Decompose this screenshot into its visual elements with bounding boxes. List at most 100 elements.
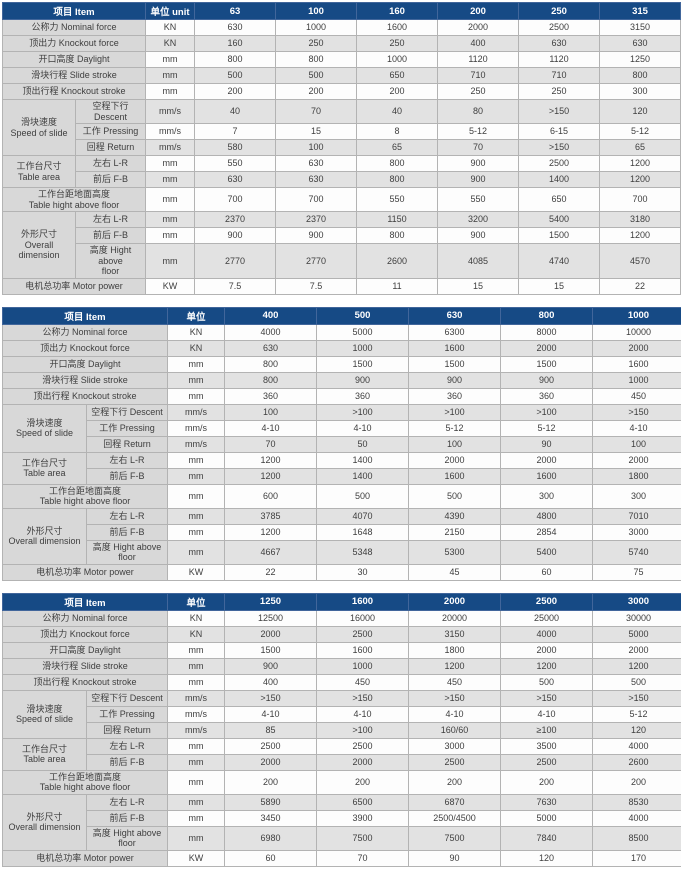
- row-label-cell: 前后 F-B: [87, 754, 168, 770]
- header-model: 500: [317, 307, 409, 324]
- unit-cell: mm: [168, 524, 225, 540]
- value-cell: 900: [501, 372, 593, 388]
- unit-cell: mm/s: [146, 100, 195, 124]
- value-cell: 5890: [225, 794, 317, 810]
- unit-cell: KW: [146, 278, 195, 294]
- value-cell: 700: [600, 188, 681, 212]
- group-label-cell: 工作台尺寸 Table area: [3, 738, 87, 770]
- unit-cell: mm: [168, 826, 225, 850]
- row-label-cell: 空程下行 Descent: [87, 690, 168, 706]
- value-cell: 7840: [501, 826, 593, 850]
- value-cell: 1648: [317, 524, 409, 540]
- value-cell: 1500: [225, 642, 317, 658]
- value-cell: 70: [225, 436, 317, 452]
- unit-cell: mm: [168, 468, 225, 484]
- value-cell: 22: [600, 278, 681, 294]
- value-cell: >100: [317, 722, 409, 738]
- row-label-cell: 左右 L-R: [87, 452, 168, 468]
- value-cell: 800: [357, 172, 438, 188]
- value-cell: 3785: [225, 508, 317, 524]
- unit-cell: mm: [146, 228, 195, 244]
- header-unit: 单位: [168, 307, 225, 324]
- header-model: 100: [276, 3, 357, 20]
- value-cell: 75: [593, 564, 681, 580]
- value-cell: 4570: [600, 244, 681, 279]
- value-cell: 2500/4500: [409, 810, 501, 826]
- value-cell: 70: [438, 140, 519, 156]
- value-cell: 3000: [593, 524, 681, 540]
- value-cell: 65: [357, 140, 438, 156]
- value-cell: 30000: [593, 610, 681, 626]
- value-cell: >150: [593, 404, 681, 420]
- value-cell: 1600: [317, 642, 409, 658]
- value-cell: 500: [501, 674, 593, 690]
- value-cell: 630: [600, 36, 681, 52]
- unit-cell: KN: [168, 324, 225, 340]
- row-label-cell: 工作 Pressing: [76, 124, 146, 140]
- unit-cell: KN: [146, 20, 195, 36]
- row-label-cell: 滑块行程 Slide stroke: [3, 68, 146, 84]
- row-label-cell: 顶出行程 Knockout stroke: [3, 84, 146, 100]
- header-model: 2000: [409, 593, 501, 610]
- value-cell: 4667: [225, 540, 317, 564]
- row-label-cell: 顶出力 Knockout force: [3, 626, 168, 642]
- unit-cell: mm/s: [168, 722, 225, 738]
- unit-cell: mm: [168, 452, 225, 468]
- row-label-cell: 公称力 Nominal force: [3, 610, 168, 626]
- value-cell: 2000: [501, 340, 593, 356]
- value-cell: 2500: [501, 754, 593, 770]
- value-cell: 800: [195, 52, 276, 68]
- value-cell: 90: [501, 436, 593, 452]
- value-cell: 700: [276, 188, 357, 212]
- value-cell: 4070: [317, 508, 409, 524]
- value-cell: >150: [519, 100, 600, 124]
- value-cell: 900: [276, 228, 357, 244]
- unit-cell: mm: [168, 372, 225, 388]
- value-cell: 40: [357, 100, 438, 124]
- value-cell: 90: [409, 850, 501, 866]
- value-cell: 4-10: [409, 706, 501, 722]
- value-cell: 7.5: [276, 278, 357, 294]
- value-cell: 100: [409, 436, 501, 452]
- value-cell: 200: [276, 84, 357, 100]
- value-cell: 1400: [519, 172, 600, 188]
- value-cell: 900: [438, 172, 519, 188]
- value-cell: 5-12: [409, 420, 501, 436]
- value-cell: 65: [600, 140, 681, 156]
- group-label-cell: 外形尺寸 Overall dimension: [3, 794, 87, 850]
- value-cell: 2600: [593, 754, 681, 770]
- value-cell: 4000: [501, 626, 593, 642]
- value-cell: 3500: [501, 738, 593, 754]
- value-cell: 7010: [593, 508, 681, 524]
- value-cell: 5000: [317, 324, 409, 340]
- value-cell: 5740: [593, 540, 681, 564]
- row-label-cell: 回程 Return: [76, 140, 146, 156]
- value-cell: 1200: [593, 658, 681, 674]
- value-cell: 630: [276, 156, 357, 172]
- value-cell: 85: [225, 722, 317, 738]
- value-cell: 60: [501, 564, 593, 580]
- value-cell: 1400: [317, 452, 409, 468]
- value-cell: 900: [409, 372, 501, 388]
- value-cell: 5-12: [501, 420, 593, 436]
- value-cell: 1000: [317, 340, 409, 356]
